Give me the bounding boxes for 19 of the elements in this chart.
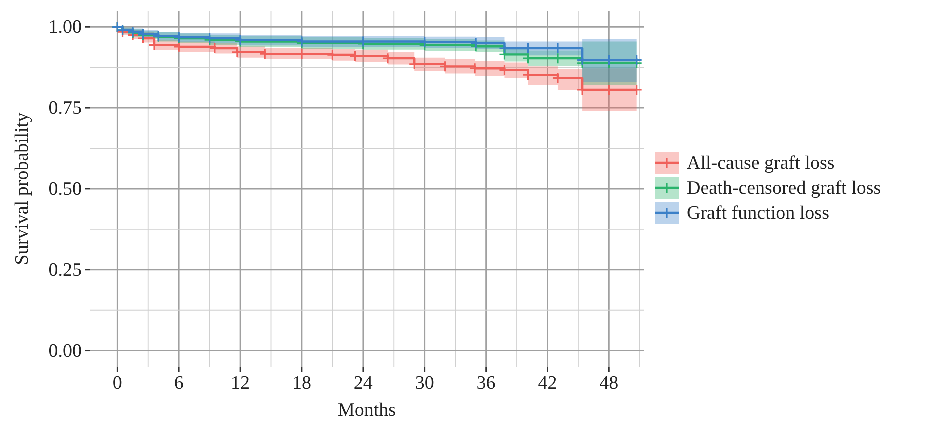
y-tick-label: 1.00 (48, 17, 82, 38)
legend-label: Death-censored graft loss (687, 178, 882, 199)
x-tick-label: 0 (112, 373, 122, 394)
x-tick-label: 48 (600, 373, 619, 394)
legend-label: Graft function loss (687, 203, 830, 224)
x-tick-label: 18 (292, 373, 312, 394)
y-tick-label: 0.00 (48, 340, 82, 362)
x-tick-label: 30 (415, 373, 434, 394)
y-tick-label: 0.25 (48, 260, 82, 281)
x-tick-label: 6 (174, 373, 184, 394)
x-tick-label: 12 (231, 373, 250, 394)
legend-label: All-cause graft loss (687, 153, 835, 174)
x-axis-title: Months (338, 400, 396, 421)
y-tick-label: 0.50 (48, 179, 82, 200)
y-axis-title: Survival probability (12, 112, 33, 266)
x-tick-label: 42 (538, 373, 558, 394)
x-tick-label: 36 (476, 373, 496, 394)
y-tick-label: 0.75 (48, 98, 82, 120)
x-tick-label: 24 (354, 373, 374, 394)
